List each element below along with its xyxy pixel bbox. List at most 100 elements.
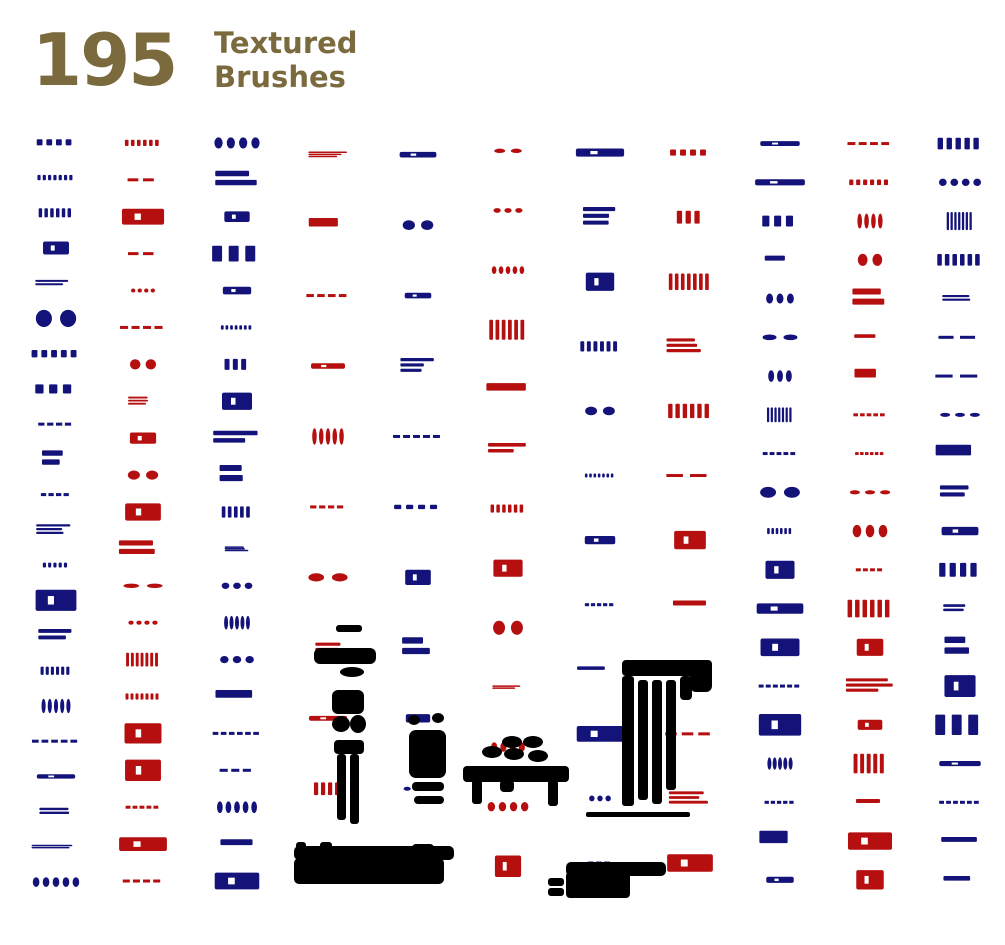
brush-thumbnail: [40, 666, 70, 675]
brush-thumbnail: [491, 266, 525, 274]
brush-thumbnail: [41, 698, 71, 714]
brush-thumbnail: [943, 876, 971, 881]
brush-thumbnail: [399, 151, 437, 158]
brush-thumbnail: [857, 719, 883, 730]
brush-thumbnail: [219, 465, 243, 482]
brush-thumbnail: [853, 413, 885, 417]
brush-thumbnail: [764, 255, 785, 261]
brush-column-1: [31, 139, 80, 887]
brush-thumbnail: [674, 530, 706, 550]
brush-thumbnail: [125, 805, 159, 809]
brush-thumbnail: [31, 739, 78, 743]
brush-thumbnail: [308, 151, 348, 158]
brush-thumbnail: [935, 444, 972, 456]
brush-thumbnail: [940, 412, 980, 417]
brush-thumbnail: [35, 309, 77, 328]
brush-thumbnail: [38, 208, 72, 218]
brush-thumbnail: [755, 179, 805, 186]
brush-thumbnail: [764, 800, 794, 804]
brush-thumbnail: [127, 470, 159, 480]
brush-thumbnail: [942, 295, 971, 301]
brush-thumbnail: [215, 690, 253, 698]
brush-thumbnail: [220, 839, 253, 846]
brush-thumbnail: [129, 359, 157, 370]
brush-thumbnail: [762, 215, 794, 227]
brush-thumbnail: [40, 493, 69, 497]
brush-thumbnail: [935, 374, 978, 378]
brush-thumbnail: [39, 807, 70, 815]
title: Textured Brushes: [214, 26, 358, 94]
brush-thumbnail: [937, 137, 979, 150]
brush-thumbnail: [676, 210, 700, 224]
brush-thumbnail: [31, 349, 77, 358]
brush-thumbnail: [589, 795, 611, 802]
brush-thumbnail: [944, 675, 976, 697]
brush-thumbnail: [220, 655, 254, 664]
brush-thumbnail: [767, 757, 793, 770]
brush-thumbnail: [124, 139, 159, 147]
brush-thumbnail: [42, 562, 68, 568]
brush-thumbnail: [760, 141, 800, 146]
brush-thumbnail: [214, 137, 260, 149]
brush-thumbnail: [394, 504, 438, 510]
brush-thumbnail: [670, 149, 706, 156]
brush-thumbnail: [402, 220, 434, 231]
brush-thumbnail: [128, 396, 148, 405]
brush-thumbnail: [762, 452, 796, 456]
brush-thumbnail: [35, 589, 77, 611]
brush-thumbnail: [855, 452, 884, 456]
brush-thumbnail: [308, 573, 348, 582]
brush-thumbnail: [937, 254, 980, 266]
brush-column-8: [665, 149, 713, 872]
brush-thumbnail: [493, 208, 523, 213]
brush-thumbnail: [857, 253, 883, 266]
brush-column-10: [845, 142, 893, 890]
brush-thumbnail: [666, 338, 701, 353]
brush-thumbnail: [221, 392, 253, 410]
brush-thumbnail: [768, 370, 792, 382]
brush-count: 195: [32, 18, 178, 102]
brush-thumbnail: [856, 870, 884, 890]
brush-thumbnail: [214, 872, 260, 890]
brush-thumbnail: [941, 837, 977, 842]
brush-column-2: [118, 139, 167, 883]
brush-thumbnail: [492, 685, 521, 689]
brush-thumbnail: [943, 604, 966, 612]
brush-thumbnail: [939, 761, 981, 767]
brush-thumbnail: [849, 179, 889, 186]
brush-thumbnail: [576, 725, 624, 742]
brush-thumbnail: [668, 403, 709, 419]
brush-thumbnail: [584, 535, 616, 545]
brush-thumbnail: [122, 879, 161, 883]
brush-thumbnail: [849, 490, 891, 495]
brush-thumbnail: [767, 527, 792, 535]
brush-thumbnail: [766, 876, 794, 883]
brush-column-7: [575, 148, 625, 865]
brush-thumbnail: [38, 422, 72, 426]
brush-thumbnail: [585, 406, 615, 416]
brush-thumbnail: [760, 638, 800, 657]
brush-thumbnail: [36, 139, 72, 146]
brush-thumbnail: [584, 473, 614, 478]
title-line-1: Textured: [214, 26, 358, 60]
brush-thumbnail: [312, 428, 344, 445]
brush-thumbnail: [668, 273, 709, 291]
brush-thumbnail: [37, 174, 73, 181]
brush-thumbnail: [855, 568, 883, 572]
brush-thumbnail: [758, 684, 800, 688]
brush-thumbnail: [853, 753, 884, 774]
brush-thumbnail: [126, 652, 158, 667]
brush-thumbnail: [219, 768, 251, 772]
brush-thumbnail: [212, 245, 256, 262]
brush-thumbnail: [212, 731, 259, 735]
brush-column-3: [212, 137, 260, 890]
brush-thumbnail: [852, 524, 888, 538]
brush-thumbnail: [127, 178, 154, 182]
table-shape: [463, 736, 569, 806]
brush-thumbnail: [760, 486, 800, 498]
brush-thumbnail: [854, 368, 876, 378]
brush-thumbnail: [938, 335, 976, 339]
mask-shape: [408, 713, 446, 804]
brush-thumbnail: [128, 620, 158, 625]
